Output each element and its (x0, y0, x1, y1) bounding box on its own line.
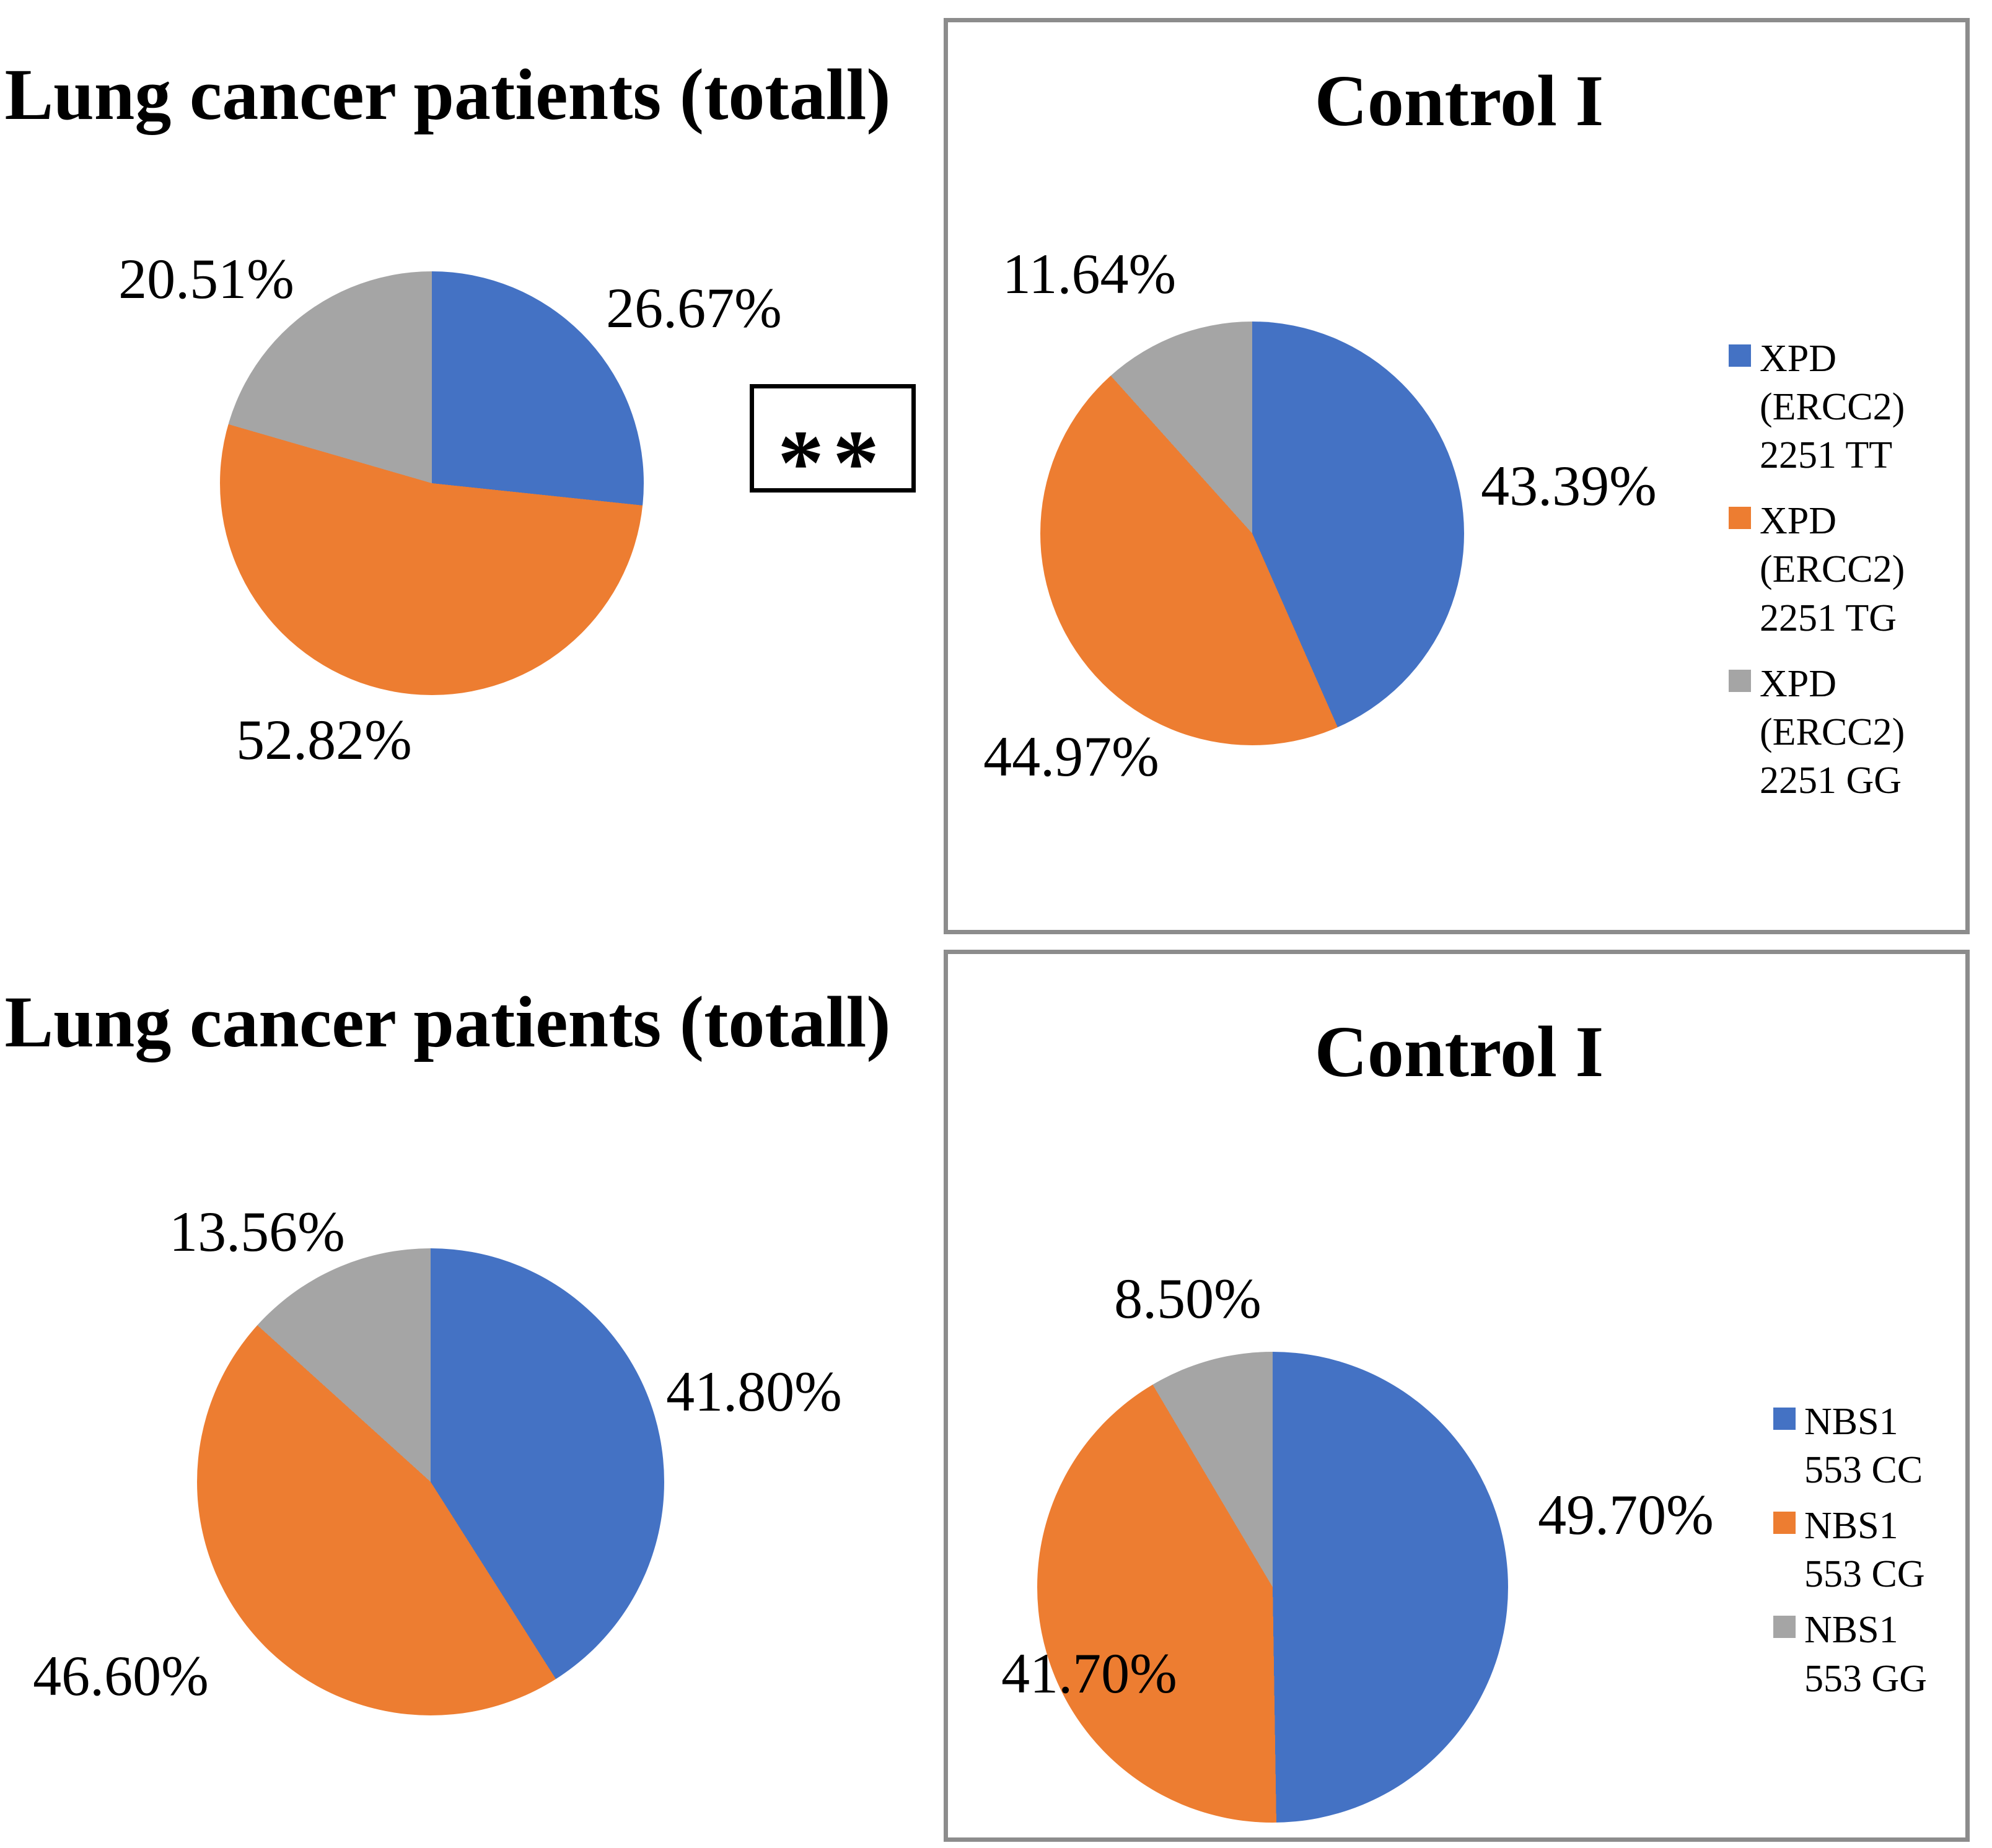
legend-swatch-gray (1729, 669, 1751, 692)
chart3-label-cc: 41.80% (666, 1360, 842, 1423)
chart2-legend: XPD (ERCC2) 2251 TT XPD (ERCC2) 2251 TG … (1729, 335, 1927, 805)
legend-swatch-blue (1729, 344, 1751, 367)
legend-label: NBS1 553 GG (1804, 1609, 1928, 1700)
chart4-label-cc: 49.70% (1538, 1483, 1714, 1546)
legend-item: XPD (ERCC2) 2251 TG (1729, 497, 1927, 642)
chart4-label-gg: 8.50% (1114, 1267, 1261, 1330)
chart1-label-tg: 52.82% (236, 708, 412, 771)
legend-label: NBS1 553 CG (1804, 1505, 1925, 1596)
chart2-label-tt: 43.39% (1481, 454, 1657, 517)
legend-item: NBS1 553 CG (1773, 1502, 1947, 1598)
chart2-label-gg: 11.64% (1002, 242, 1177, 305)
significance-marker-text: ** (778, 411, 888, 514)
legend-item: XPD (ERCC2) 2251 GG (1729, 660, 1927, 805)
legend-item: XPD (ERCC2) 2251 TT (1729, 335, 1927, 480)
chart4-label-cg: 41.70% (1001, 1642, 1177, 1705)
legend-label: XPD (ERCC2) 2251 TG (1760, 500, 1905, 639)
chart4-legend: NBS1 553 CC NBS1 553 CG NBS1 553 GG (1773, 1398, 1947, 1703)
legend-label: XPD (ERCC2) 2251 GG (1760, 662, 1905, 802)
chart1-pie (220, 271, 644, 695)
chart2-label-tg: 44.97% (983, 725, 1159, 788)
chart1-title: Lung cancer patients (totall) (4, 54, 891, 135)
chart3-label-cg: 46.60% (33, 1644, 209, 1707)
chart2-title: Control I (1314, 60, 1604, 141)
chart1-label-tt: 26.67% (606, 276, 782, 339)
chart3-title: Lung cancer patients (totall) (4, 981, 891, 1062)
legend-label: XPD (ERCC2) 2251 TT (1760, 338, 1905, 477)
chart4-pie (1037, 1352, 1508, 1823)
legend-item: NBS1 553 CC (1773, 1398, 1947, 1494)
chart3-label-gg: 13.56% (169, 1200, 345, 1263)
significance-marker-box: ** (750, 384, 916, 509)
chart3-pie (197, 1248, 664, 1715)
chart4-title: Control I (1314, 1011, 1604, 1092)
legend-item: NBS1 553 GG (1773, 1606, 1947, 1702)
legend-swatch-orange (1773, 1512, 1796, 1535)
legend-swatch-gray (1773, 1616, 1796, 1639)
legend-swatch-blue (1773, 1408, 1796, 1430)
chart1-label-gg: 20.51% (118, 247, 294, 310)
legend-swatch-orange (1729, 507, 1751, 530)
legend-label: NBS1 553 CC (1804, 1401, 1923, 1492)
chart2-pie (1040, 322, 1464, 745)
